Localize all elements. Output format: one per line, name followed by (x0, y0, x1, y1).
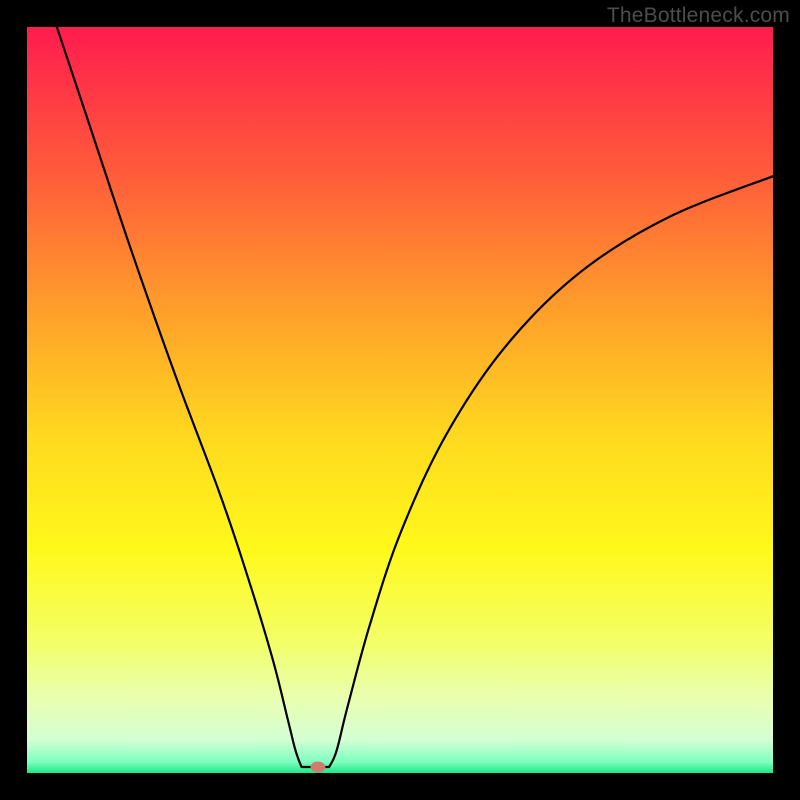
chart-svg (0, 0, 800, 800)
watermark-text: TheBottleneck.com (607, 4, 790, 28)
chart-stage: TheBottleneck.com (0, 0, 800, 800)
optimum-marker (311, 762, 325, 772)
plot-background (27, 27, 773, 773)
